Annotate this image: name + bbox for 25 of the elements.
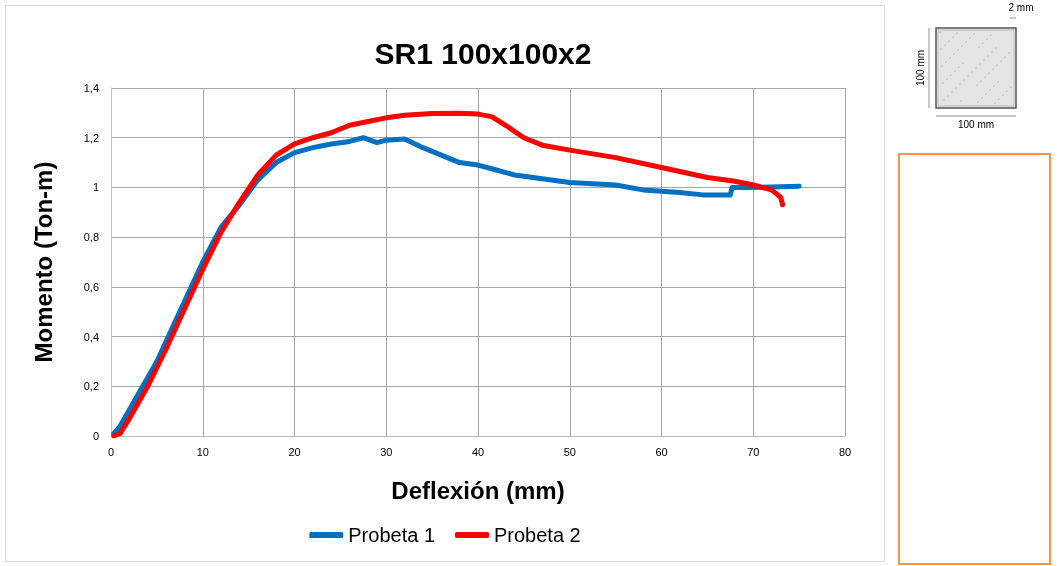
text: 100 mm — [957, 119, 995, 130]
x-tick-label: 30 — [380, 445, 393, 458]
x-tick-label: 60 — [655, 445, 668, 458]
y-tick-label: 1,2 — [83, 131, 99, 144]
x-tick-label: 50 — [563, 445, 576, 458]
y-tick-label: 1 — [92, 181, 99, 194]
legend-label: Probeta 2 — [494, 524, 581, 546]
y-axis-title: Momento (Ton-m) — [29, 161, 57, 363]
text: 2 mm — [1008, 2, 1034, 13]
x-tick-label: 40 — [471, 445, 485, 458]
x-tick-label: 10 — [196, 445, 209, 458]
x-axis-title: Deflexión (mm) — [391, 476, 565, 504]
x-tick-label: 80 — [838, 445, 852, 458]
chart-title: SR1 100x100x2 — [374, 36, 592, 70]
y-tick-label: 0 — [92, 430, 99, 442]
y-tick-label: 0,2 — [83, 380, 99, 393]
x-tick-label: 70 — [747, 445, 760, 458]
text: 100 mm — [915, 49, 926, 87]
y-tick-label: 0,6 — [83, 280, 99, 293]
x-tick-label: 0 — [107, 445, 115, 458]
legend-label: Probeta 1 — [348, 524, 436, 546]
y-tick-label: 0,8 — [83, 231, 99, 244]
y-tick-label: 1,4 — [83, 82, 99, 94]
y-tick-label: 0,4 — [83, 330, 99, 343]
x-tick-label: 20 — [288, 445, 301, 458]
